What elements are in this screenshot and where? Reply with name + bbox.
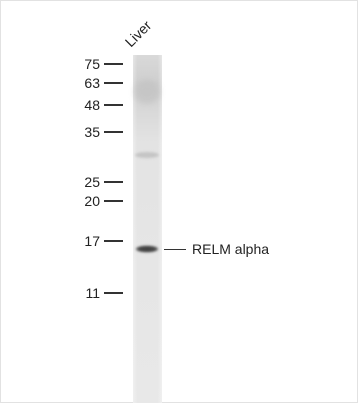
marker-11: 11 (70, 285, 130, 301)
band-pointer-line (164, 249, 186, 250)
marker-label: 75 (84, 56, 100, 72)
marker-label: 11 (85, 285, 100, 301)
marker-20: 20 (70, 193, 130, 209)
marker-tick (104, 240, 123, 242)
marker-label: 17 (84, 233, 100, 249)
smear-upper (134, 80, 160, 104)
marker-tick (104, 200, 123, 202)
marker-63: 63 (70, 75, 130, 91)
marker-tick (104, 292, 123, 294)
marker-tick (104, 63, 123, 65)
marker-tick (104, 181, 123, 183)
faint-band (135, 152, 159, 158)
marker-tick (104, 131, 123, 133)
marker-label: 20 (84, 193, 100, 209)
marker-tick (104, 82, 123, 84)
marker-label: 35 (84, 124, 100, 140)
marker-35: 35 (70, 124, 130, 140)
marker-label: 48 (84, 97, 100, 113)
marker-17: 17 (70, 233, 130, 249)
marker-25: 25 (70, 174, 130, 190)
marker-75: 75 (70, 56, 130, 72)
marker-48: 48 (70, 97, 130, 113)
band-label: RELM alpha (192, 241, 270, 257)
marker-label: 25 (84, 174, 100, 190)
marker-tick (104, 104, 123, 106)
marker-label: 63 (84, 75, 100, 91)
